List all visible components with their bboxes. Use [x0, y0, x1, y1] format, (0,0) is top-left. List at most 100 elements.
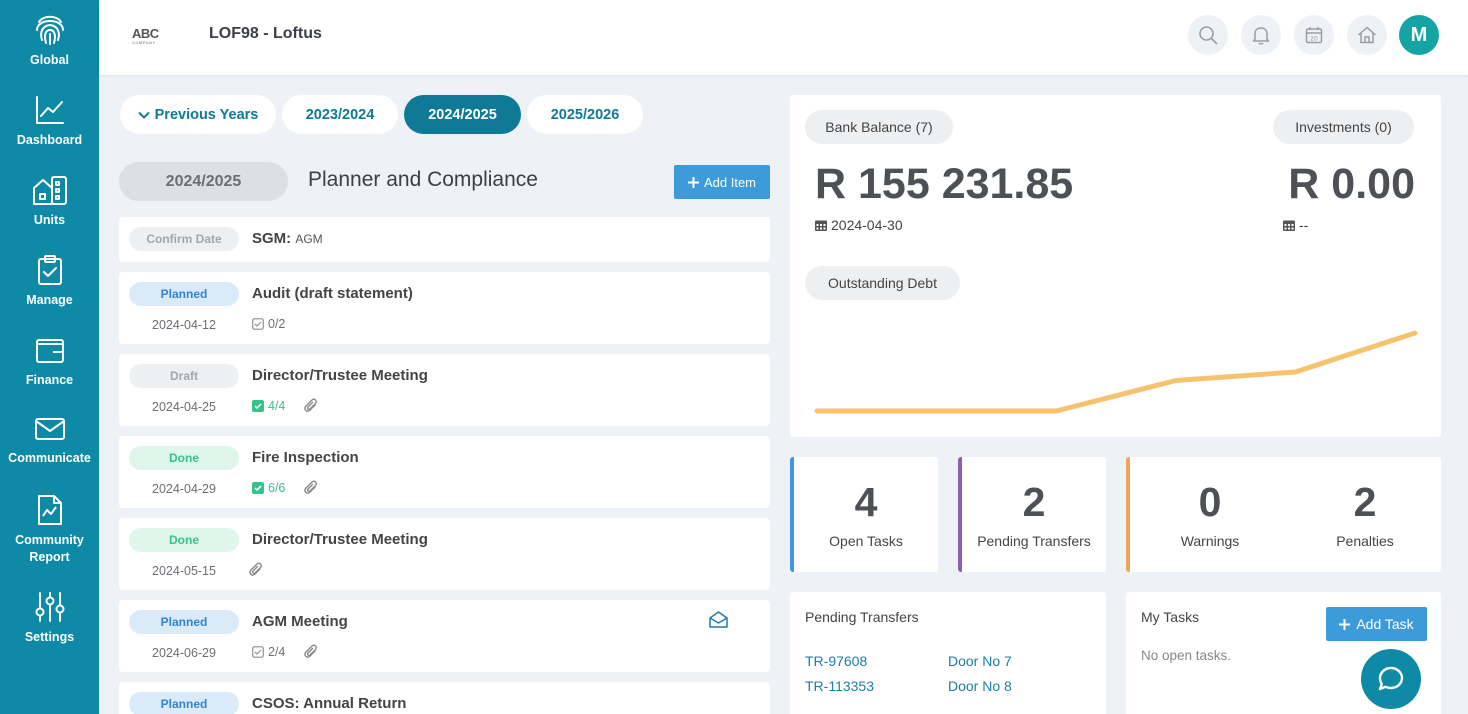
transfer-unit-link[interactable]: Door No 7	[948, 653, 1012, 669]
paperclip-icon[interactable]	[249, 562, 263, 578]
sidebar-item-manage[interactable]: Manage	[0, 254, 99, 334]
planner-item-date: 2024-04-29	[152, 482, 216, 496]
open-tasks-card[interactable]: 4 Open Tasks	[790, 457, 938, 572]
checkbox-icon	[252, 646, 264, 658]
sidebar-item-units[interactable]: Units	[0, 174, 99, 254]
add-task-button[interactable]: Add Task	[1326, 607, 1427, 641]
line-chart-icon	[35, 96, 64, 124]
fingerprint-icon	[35, 15, 64, 45]
sliders-icon	[35, 592, 64, 622]
outstanding-debt-pill[interactable]: Outstanding Debt	[805, 266, 960, 300]
status-badge: Done	[129, 528, 239, 552]
envelope-icon	[34, 418, 65, 440]
envelope-open-icon[interactable]	[709, 611, 728, 628]
outstanding-debt-chart	[814, 330, 1418, 414]
previous-years-label: Previous Years	[154, 106, 259, 123]
add-item-button[interactable]: Add Item	[674, 165, 770, 199]
sidebar-item-settings[interactable]: Settings	[0, 591, 99, 671]
tab-2023-2024[interactable]: 2023/2024	[282, 95, 398, 134]
planner-item-subtitle: AGM	[295, 232, 323, 246]
company-logo[interactable]: ABC COMPANY	[132, 26, 159, 45]
chat-bubble-icon	[1378, 666, 1404, 691]
paperclip-icon[interactable]	[304, 644, 318, 660]
add-item-label: Add Item	[703, 174, 757, 190]
previous-years-dropdown[interactable]: Previous Years	[120, 95, 276, 134]
planner-item-title: Fire Inspection	[252, 449, 359, 466]
planner-item-title: Director/Trustee Meeting	[252, 531, 428, 548]
tab-2025-2026[interactable]: 2025/2026	[527, 95, 643, 134]
status-badge: Draft	[129, 364, 239, 388]
investments-pill[interactable]: Investments (0)	[1273, 110, 1414, 144]
chat-support-button[interactable]	[1361, 649, 1421, 709]
transfer-unit-link[interactable]: Door No 8	[948, 678, 1012, 694]
penalties-stat[interactable]: 2 Penalties	[1290, 457, 1440, 572]
paperclip-icon[interactable]	[304, 480, 318, 496]
planner-item[interactable]: Planned Audit (draft statement) 2024-04-…	[119, 272, 770, 344]
sidebar-item-dashboard[interactable]: Dashboard	[0, 94, 99, 174]
planner-item-date: 2024-06-29	[152, 646, 216, 660]
add-task-label: Add Task	[1356, 616, 1414, 632]
calendar-button[interactable]: 20	[1294, 15, 1334, 55]
open-tasks-label: Open Tasks	[829, 533, 903, 549]
sidebar-item-label: Dashboard	[16, 133, 83, 147]
planner-item[interactable]: Done Fire Inspection 2024-04-29 6/6	[119, 436, 770, 508]
planner-item-title: SGM: AGM	[252, 230, 323, 247]
svg-text:20: 20	[1310, 36, 1318, 43]
task-count: 2/4	[268, 645, 286, 659]
sidebar-item-communicate[interactable]: Communicate	[0, 414, 99, 494]
transfer-ref-link[interactable]: TR-97608	[805, 653, 868, 669]
sidebar-item-label: Units	[33, 213, 66, 227]
calendar-icon	[815, 220, 827, 231]
planner-item-title: CSOS: Annual Return	[252, 695, 407, 712]
paperclip-icon[interactable]	[304, 398, 318, 414]
pending-transfers-title: Pending Transfers	[805, 609, 919, 625]
investments-date-text: --	[1299, 217, 1309, 233]
sidebar-item-global[interactable]: Global	[0, 12, 99, 92]
notifications-button[interactable]	[1241, 15, 1281, 55]
task-count: 6/6	[268, 481, 286, 495]
sidebar-item-finance[interactable]: Finance	[0, 334, 99, 414]
page-title: LOF98 - Loftus	[209, 25, 322, 42]
status-badge: Done	[129, 446, 239, 470]
home-button[interactable]	[1347, 15, 1387, 55]
bank-balance-amount: R 155 231.85	[815, 160, 1074, 208]
planner-item-title: Audit (draft statement)	[252, 285, 413, 302]
pending-transfers-count: 2	[1022, 479, 1046, 525]
chevron-down-icon	[137, 111, 150, 119]
task-progress: 0/2	[252, 317, 285, 331]
transfer-ref-link[interactable]: TR-113353	[805, 678, 875, 694]
checkbox-checked-icon	[252, 400, 264, 412]
bank-balance-date: 2024-04-30	[815, 217, 903, 233]
planner-item-date: 2024-04-12	[152, 318, 216, 332]
home-icon	[1358, 26, 1376, 44]
planner-item[interactable]: Planned CSOS: Annual Return	[119, 682, 770, 714]
investments-amount: R 0.00	[1288, 160, 1415, 208]
planner-item[interactable]: Draft Director/Trustee Meeting 2024-04-2…	[119, 354, 770, 426]
plus-icon	[1339, 618, 1351, 630]
user-avatar[interactable]: M	[1399, 15, 1439, 55]
tab-2024-2025[interactable]: 2024/2025	[404, 95, 521, 134]
planner-item[interactable]: Planned AGM Meeting 2024-06-29 2/4	[119, 600, 770, 672]
search-icon	[1199, 26, 1218, 45]
warnings-stat[interactable]: 0 Warnings	[1130, 457, 1290, 572]
planner-year-badge: 2024/2025	[119, 162, 288, 201]
pending-transfers-panel: Pending Transfers TR-97608 Door No 7 TR-…	[790, 592, 1106, 714]
debt-series-line	[814, 330, 1418, 414]
planner-title: Planner and Compliance	[308, 168, 538, 191]
pending-transfers-card[interactable]: 2 Pending Transfers	[958, 457, 1106, 572]
building-icon	[32, 176, 67, 205]
sidebar-item-label: Communicate	[8, 451, 91, 465]
planner-item-date: 2024-05-15	[152, 564, 216, 578]
plus-icon	[687, 176, 699, 188]
search-button[interactable]	[1188, 15, 1228, 55]
planner-item-title: AGM Meeting	[252, 613, 348, 630]
sidebar-item-community-report[interactable]: Community Report	[0, 494, 99, 574]
status-badge[interactable]: Confirm Date	[129, 227, 239, 251]
report-icon	[37, 495, 62, 525]
warnings-label: Warnings	[1180, 533, 1240, 549]
bank-balance-pill[interactable]: Bank Balance (7)	[805, 110, 953, 144]
warnings-count: 0	[1198, 479, 1222, 525]
planner-item[interactable]: Done Director/Trustee Meeting 2024-05-15	[119, 518, 770, 590]
planner-item-date: 2024-04-25	[152, 400, 216, 414]
planner-item[interactable]: Confirm Date SGM: AGM	[119, 217, 770, 262]
